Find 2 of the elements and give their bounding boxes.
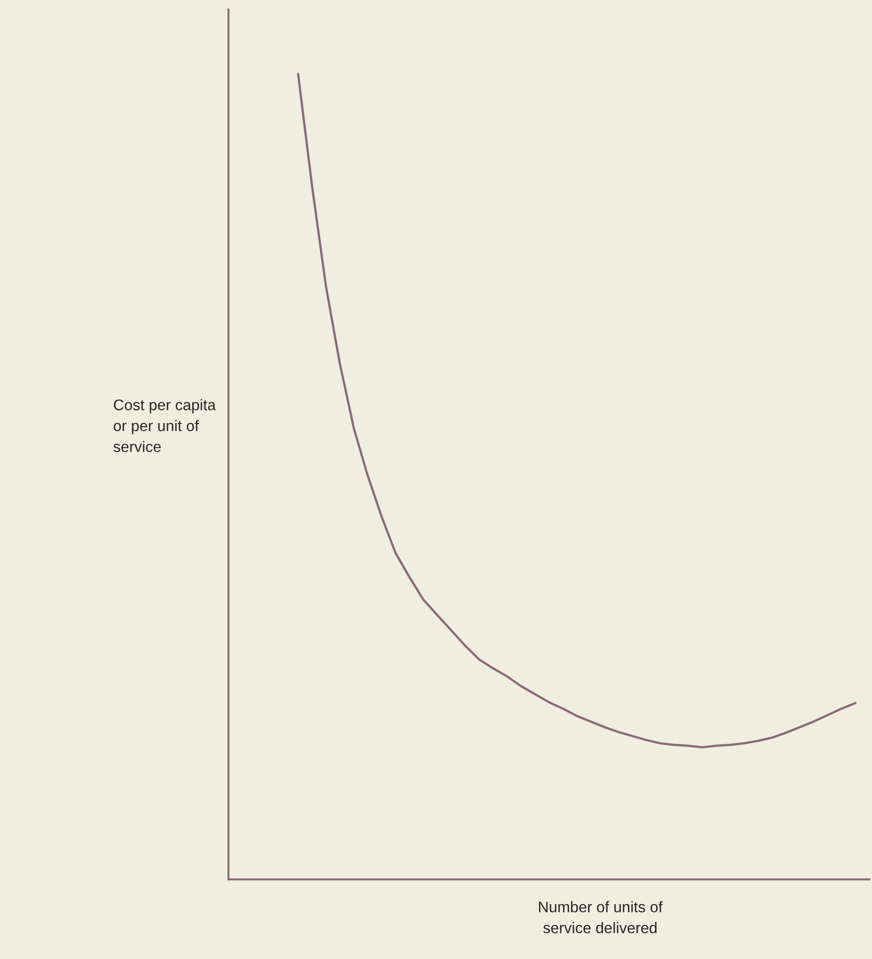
- y-axis-title: Cost per capita or per unit of service: [114, 399, 216, 452]
- x-axis-title: Number of units of service delivered: [539, 901, 663, 934]
